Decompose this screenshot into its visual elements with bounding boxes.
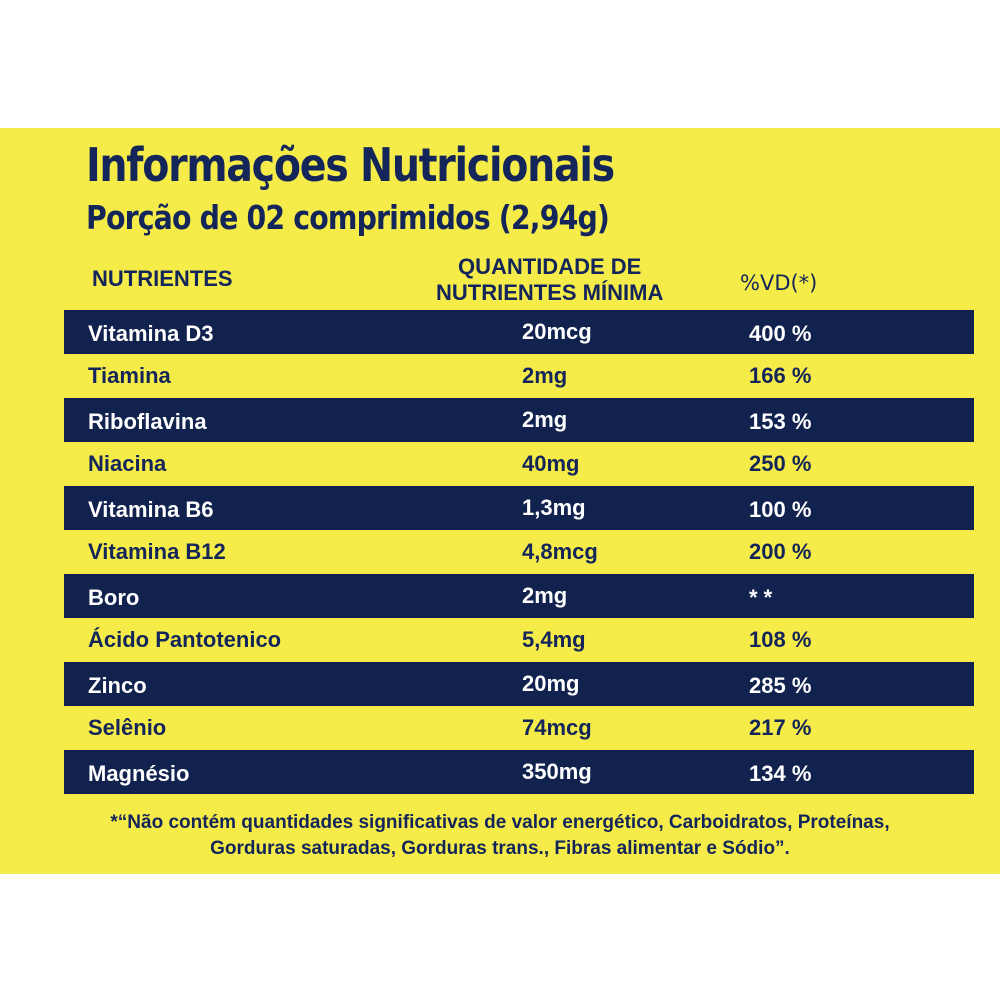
nutrient-quantity: 20mcg xyxy=(522,319,592,344)
nutrient-quantity: 4,8mcg xyxy=(522,539,598,564)
footnote: *“Não contém quantidades significativas … xyxy=(0,810,1000,862)
nutrient-vd: 108 % xyxy=(749,627,812,652)
header-nutrientes: NUTRIENTES xyxy=(92,266,233,291)
nutrient-vd: 153 % xyxy=(749,409,812,434)
header-vd: %VD(*) xyxy=(740,271,818,295)
nutrient-name: Boro xyxy=(88,585,140,610)
nutrient-vd: 100 % xyxy=(749,497,812,522)
nutrient-name: Selênio xyxy=(88,715,167,740)
table-row: Vitamina B6 1,3mg 100 % xyxy=(64,486,974,530)
table-row: Magnésio 350mg 134 % xyxy=(64,750,974,794)
nutrient-name: Vitamina B6 xyxy=(88,497,214,522)
nutrient-quantity: 2mg xyxy=(522,363,568,388)
nutrient-quantity: 1,3mg xyxy=(522,495,586,520)
table-row: Vitamina D3 20mcg 400 % xyxy=(64,310,974,354)
nutrient-quantity: 40mg xyxy=(522,451,580,476)
nutrient-name: Niacina xyxy=(88,451,167,476)
nutrient-name: Tiamina xyxy=(88,363,171,388)
nutrient-vd: 400 % xyxy=(749,321,812,346)
header-quantidade-line1: QUANTIDADE DE xyxy=(457,254,642,279)
nutrient-vd: 166 % xyxy=(749,363,812,388)
header-quantidade-line2: NUTRIENTES MÍNIMA xyxy=(436,280,664,305)
nutrient-vd: 285 % xyxy=(749,673,812,698)
nutrient-quantity: 2mg xyxy=(522,407,568,432)
nutrient-quantity: 74mcg xyxy=(522,715,592,740)
nutrient-quantity: 350mg xyxy=(522,759,592,784)
nutrient-vd: 200 % xyxy=(749,539,812,564)
table-row: Ácido Pantotenico 5,4mg 108 % xyxy=(64,618,974,662)
nutrient-quantity: 2mg xyxy=(522,583,568,608)
nutrient-vd: 217 % xyxy=(749,715,812,740)
nutrient-name: Vitamina D3 xyxy=(88,321,214,346)
table-row: Niacina 40mg 250 % xyxy=(64,442,974,486)
nutrient-vd: 250 % xyxy=(749,451,812,476)
nutrient-quantity: 5,4mg xyxy=(522,627,586,652)
header-quantidade: QUANTIDADE DE NUTRIENTES MÍNIMA xyxy=(436,254,663,306)
nutrient-name: Zinco xyxy=(88,673,147,698)
nutrient-name: Vitamina B12 xyxy=(88,539,226,564)
nutrition-panel: Informações Nutricionais Porção de 02 co… xyxy=(0,128,1000,874)
table-row: Selênio 74mcg 217 % xyxy=(64,706,974,750)
footnote-line1: *“Não contém quantidades significativas … xyxy=(110,812,890,833)
nutrient-table: Vitamina D3 20mcg 400 % Tiamina 2mg 166 … xyxy=(64,310,974,794)
serving-size: Porção de 02 comprimidos (2,94g) xyxy=(86,198,610,237)
table-row: Tiamina 2mg 166 % xyxy=(64,354,974,398)
nutrient-vd: * * xyxy=(749,585,773,610)
nutrient-vd: 134 % xyxy=(749,761,812,786)
footnote-line2: Gorduras saturadas, Gorduras trans., Fib… xyxy=(210,838,790,859)
table-row: Boro 2mg * * xyxy=(64,574,974,618)
nutrient-name: Magnésio xyxy=(88,761,190,786)
table-row: Zinco 20mg 285 % xyxy=(64,662,974,706)
table-row: Vitamina B12 4,8mcg 200 % xyxy=(64,530,974,574)
nutrient-name: Ácido Pantotenico xyxy=(88,627,282,652)
table-row: Riboflavina 2mg 153 % xyxy=(64,398,974,442)
page-title: Informações Nutricionais xyxy=(86,138,615,192)
nutrient-quantity: 20mg xyxy=(522,671,580,696)
nutrient-name: Riboflavina xyxy=(88,409,207,434)
